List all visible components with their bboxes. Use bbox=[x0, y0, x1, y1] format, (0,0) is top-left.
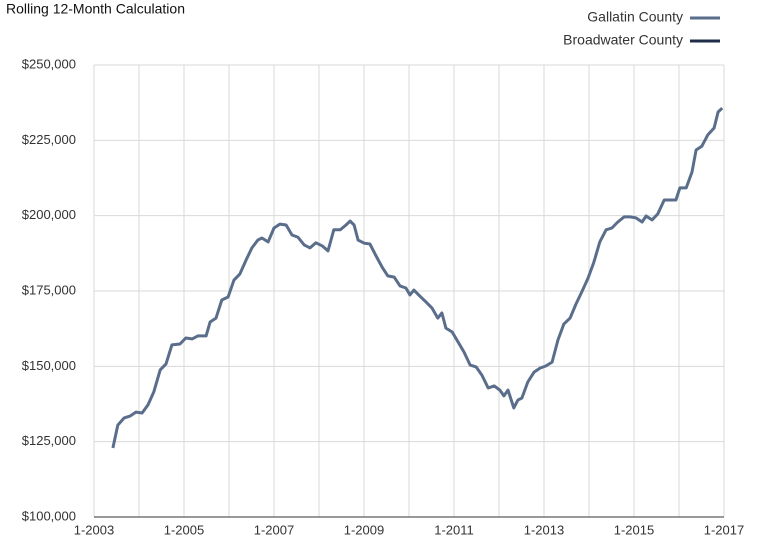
y-tick-label: $150,000 bbox=[22, 358, 76, 373]
y-tick-label: $225,000 bbox=[22, 132, 76, 147]
x-tick-label: 1-2007 bbox=[254, 522, 294, 537]
x-tick-label: 1-2015 bbox=[614, 522, 654, 537]
legend-label: Gallatin County bbox=[587, 9, 683, 25]
x-tick-label: 1-2011 bbox=[434, 522, 474, 537]
x-tick-label: 1-2003 bbox=[74, 522, 114, 537]
y-tick-label: $100,000 bbox=[22, 508, 76, 523]
legend-label: Broadwater County bbox=[563, 32, 683, 48]
data-line bbox=[111, 107, 724, 449]
y-tick-label: $200,000 bbox=[22, 207, 76, 222]
y-tick-label: $175,000 bbox=[22, 282, 76, 297]
x-tick-label: 1-2005 bbox=[164, 522, 204, 537]
y-tick-label: $125,000 bbox=[22, 433, 76, 448]
chart-title: Rolling 12-Month Calculation bbox=[6, 1, 185, 17]
x-tick-label: 1-2017 bbox=[704, 522, 744, 537]
y-tick-label: $250,000 bbox=[22, 56, 76, 71]
x-tick-label: 1-2009 bbox=[344, 522, 384, 537]
x-tick-label: 1-2013 bbox=[524, 522, 564, 537]
